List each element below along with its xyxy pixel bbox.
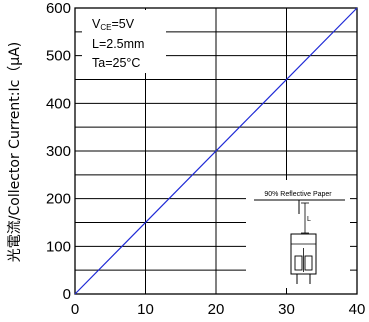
condition-vce-rest: =5V bbox=[111, 17, 134, 31]
measurement-inset: 90% Reflective Paper L bbox=[246, 180, 350, 288]
condition-vce: VCE=5V bbox=[92, 17, 135, 32]
inset-sensor-element-left bbox=[294, 255, 303, 271]
series-group bbox=[74, 7, 358, 295]
y-tick-label-100: 100 bbox=[46, 238, 71, 255]
y-axis-title: 光電流/Collector Current:Ic（μA) bbox=[7, 42, 23, 262]
inset-paper-label: 90% Reflective Paper bbox=[264, 191, 332, 198]
x-tick-label-10: 10 bbox=[137, 301, 154, 318]
x-tick-label-40: 40 bbox=[349, 301, 366, 318]
plot-frame bbox=[74, 7, 358, 295]
condition-distance: L=2.5mm bbox=[92, 37, 144, 51]
y-tick-label-400: 400 bbox=[46, 95, 71, 112]
y-tick-label-200: 200 bbox=[46, 191, 71, 208]
y-tick-labels: 0 100 200 300 400 500 600 bbox=[46, 0, 71, 303]
condition-vce-main: V bbox=[92, 17, 101, 31]
y-tick-label-0: 0 bbox=[63, 286, 71, 303]
y-tick-label-300: 300 bbox=[46, 143, 71, 160]
series-line-0 bbox=[74, 7, 358, 295]
condition-temperature: Ta=25°C bbox=[92, 56, 140, 70]
condition-vce-sub: CE bbox=[100, 23, 111, 32]
y-tick-label-600: 600 bbox=[46, 0, 71, 17]
x-tick-labels: 0 10 20 30 40 bbox=[71, 301, 366, 318]
inset-distance-label: L bbox=[307, 216, 311, 223]
conditions-box bbox=[82, 10, 166, 73]
y-tick-label-500: 500 bbox=[46, 48, 71, 65]
x-tick-label-30: 30 bbox=[278, 301, 295, 318]
x-tick-label-20: 20 bbox=[208, 301, 225, 318]
x-tick-label-0: 0 bbox=[71, 301, 79, 318]
inset-sensor-element-right bbox=[304, 255, 313, 271]
